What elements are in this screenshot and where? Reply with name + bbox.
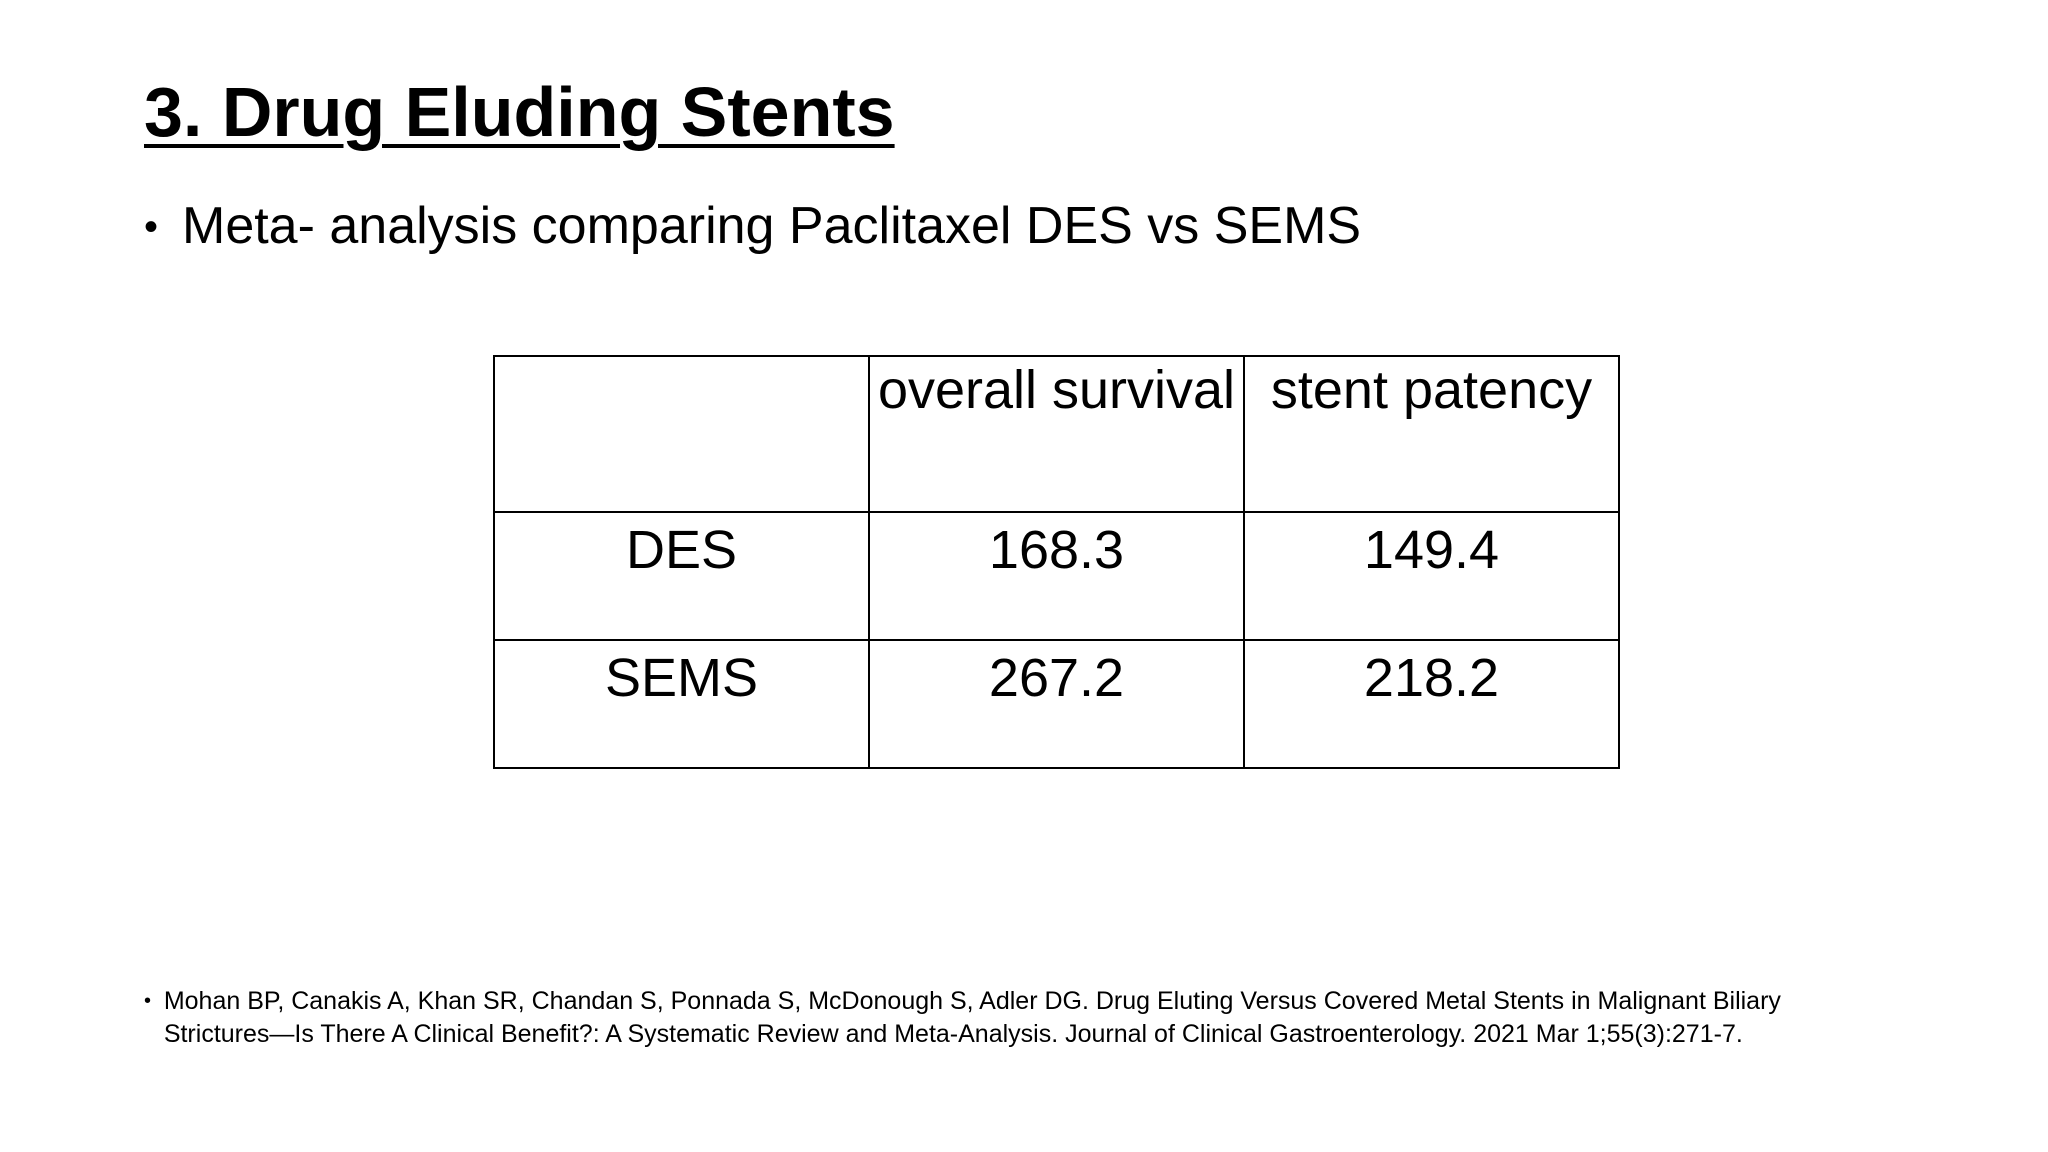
table-row: SEMS 267.2 218.2 — [493, 639, 1620, 769]
header-cell: stent patency — [1243, 355, 1620, 513]
header-cell — [493, 355, 870, 513]
bullet-text: Meta- analysis comparing Paclitaxel DES … — [182, 197, 1362, 255]
cell: 267.2 — [868, 639, 1245, 769]
row-label: DES — [493, 511, 870, 641]
table-row: DES 168.3 149.4 — [493, 511, 1620, 641]
reference-text: Mohan BP, Canakis A, Khan SR, Chandan S,… — [163, 987, 1781, 1048]
bullet: • Meta- analysis comparing Paclitaxel DES… — [144, 196, 1361, 258]
data-table: overall survival stent patency DES 168.3… — [493, 355, 1620, 769]
cell: 168.3 — [868, 511, 1245, 641]
cell: 149.4 — [1243, 511, 1620, 641]
header-row: overall survival stent patency — [493, 355, 1620, 513]
reference: • Mohan BP, Canakis A, Khan SR, Chandan S… — [144, 985, 1834, 1051]
cell: 218.2 — [1243, 639, 1620, 769]
header-cell: overall survival — [868, 355, 1245, 513]
row-label: SEMS — [493, 639, 870, 769]
slide-title: 3. Drug Eluding Stents — [144, 73, 895, 151]
